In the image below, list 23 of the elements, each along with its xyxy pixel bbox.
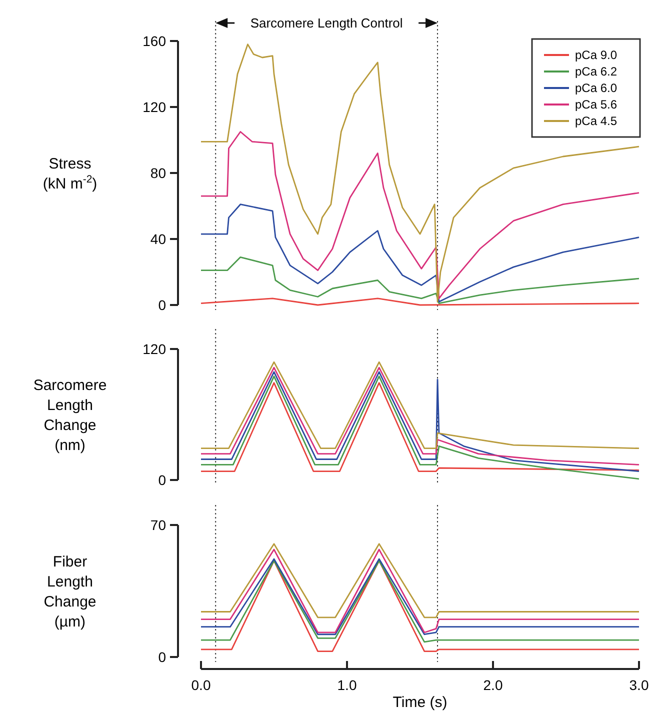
y-tick-label: 70 <box>150 516 166 533</box>
y-axis-title: Sarcomere Length Change (nm) <box>33 376 107 454</box>
x-axis-title: Time (s) <box>392 694 448 711</box>
x-tick-label: 3.0 <box>629 677 649 693</box>
legend-label: pCa 9.0 <box>575 48 618 62</box>
text: Sarcomere Length Control <box>250 16 403 31</box>
x-tick-label: 2.0 <box>483 677 503 693</box>
legend-label: pCa 4.5 <box>575 114 618 128</box>
y-axis-title: Fiber Length Change (µm) <box>44 553 96 630</box>
y-tick-label: 0 <box>158 648 166 665</box>
y-tick-label: 120 <box>142 340 166 357</box>
x-tick-label: 0.0 <box>191 677 211 693</box>
y-tick-label: 120 <box>142 98 166 115</box>
y-tick-label: 80 <box>150 164 166 181</box>
legend-label: pCa 6.2 <box>575 64 618 79</box>
legend-label: pCa 6.0 <box>575 81 618 96</box>
y-tick-label: 0 <box>158 296 166 313</box>
y-tick-label: 40 <box>150 230 166 247</box>
x-tick-label: 1.0 <box>337 677 357 693</box>
legend-label: pCa 5.6 <box>575 98 618 112</box>
y-tick-label: 160 <box>142 32 166 49</box>
y-tick-label: 0 <box>158 472 166 488</box>
y-axis-title: Stress (kN m$^{-2}$) <box>42 155 98 192</box>
